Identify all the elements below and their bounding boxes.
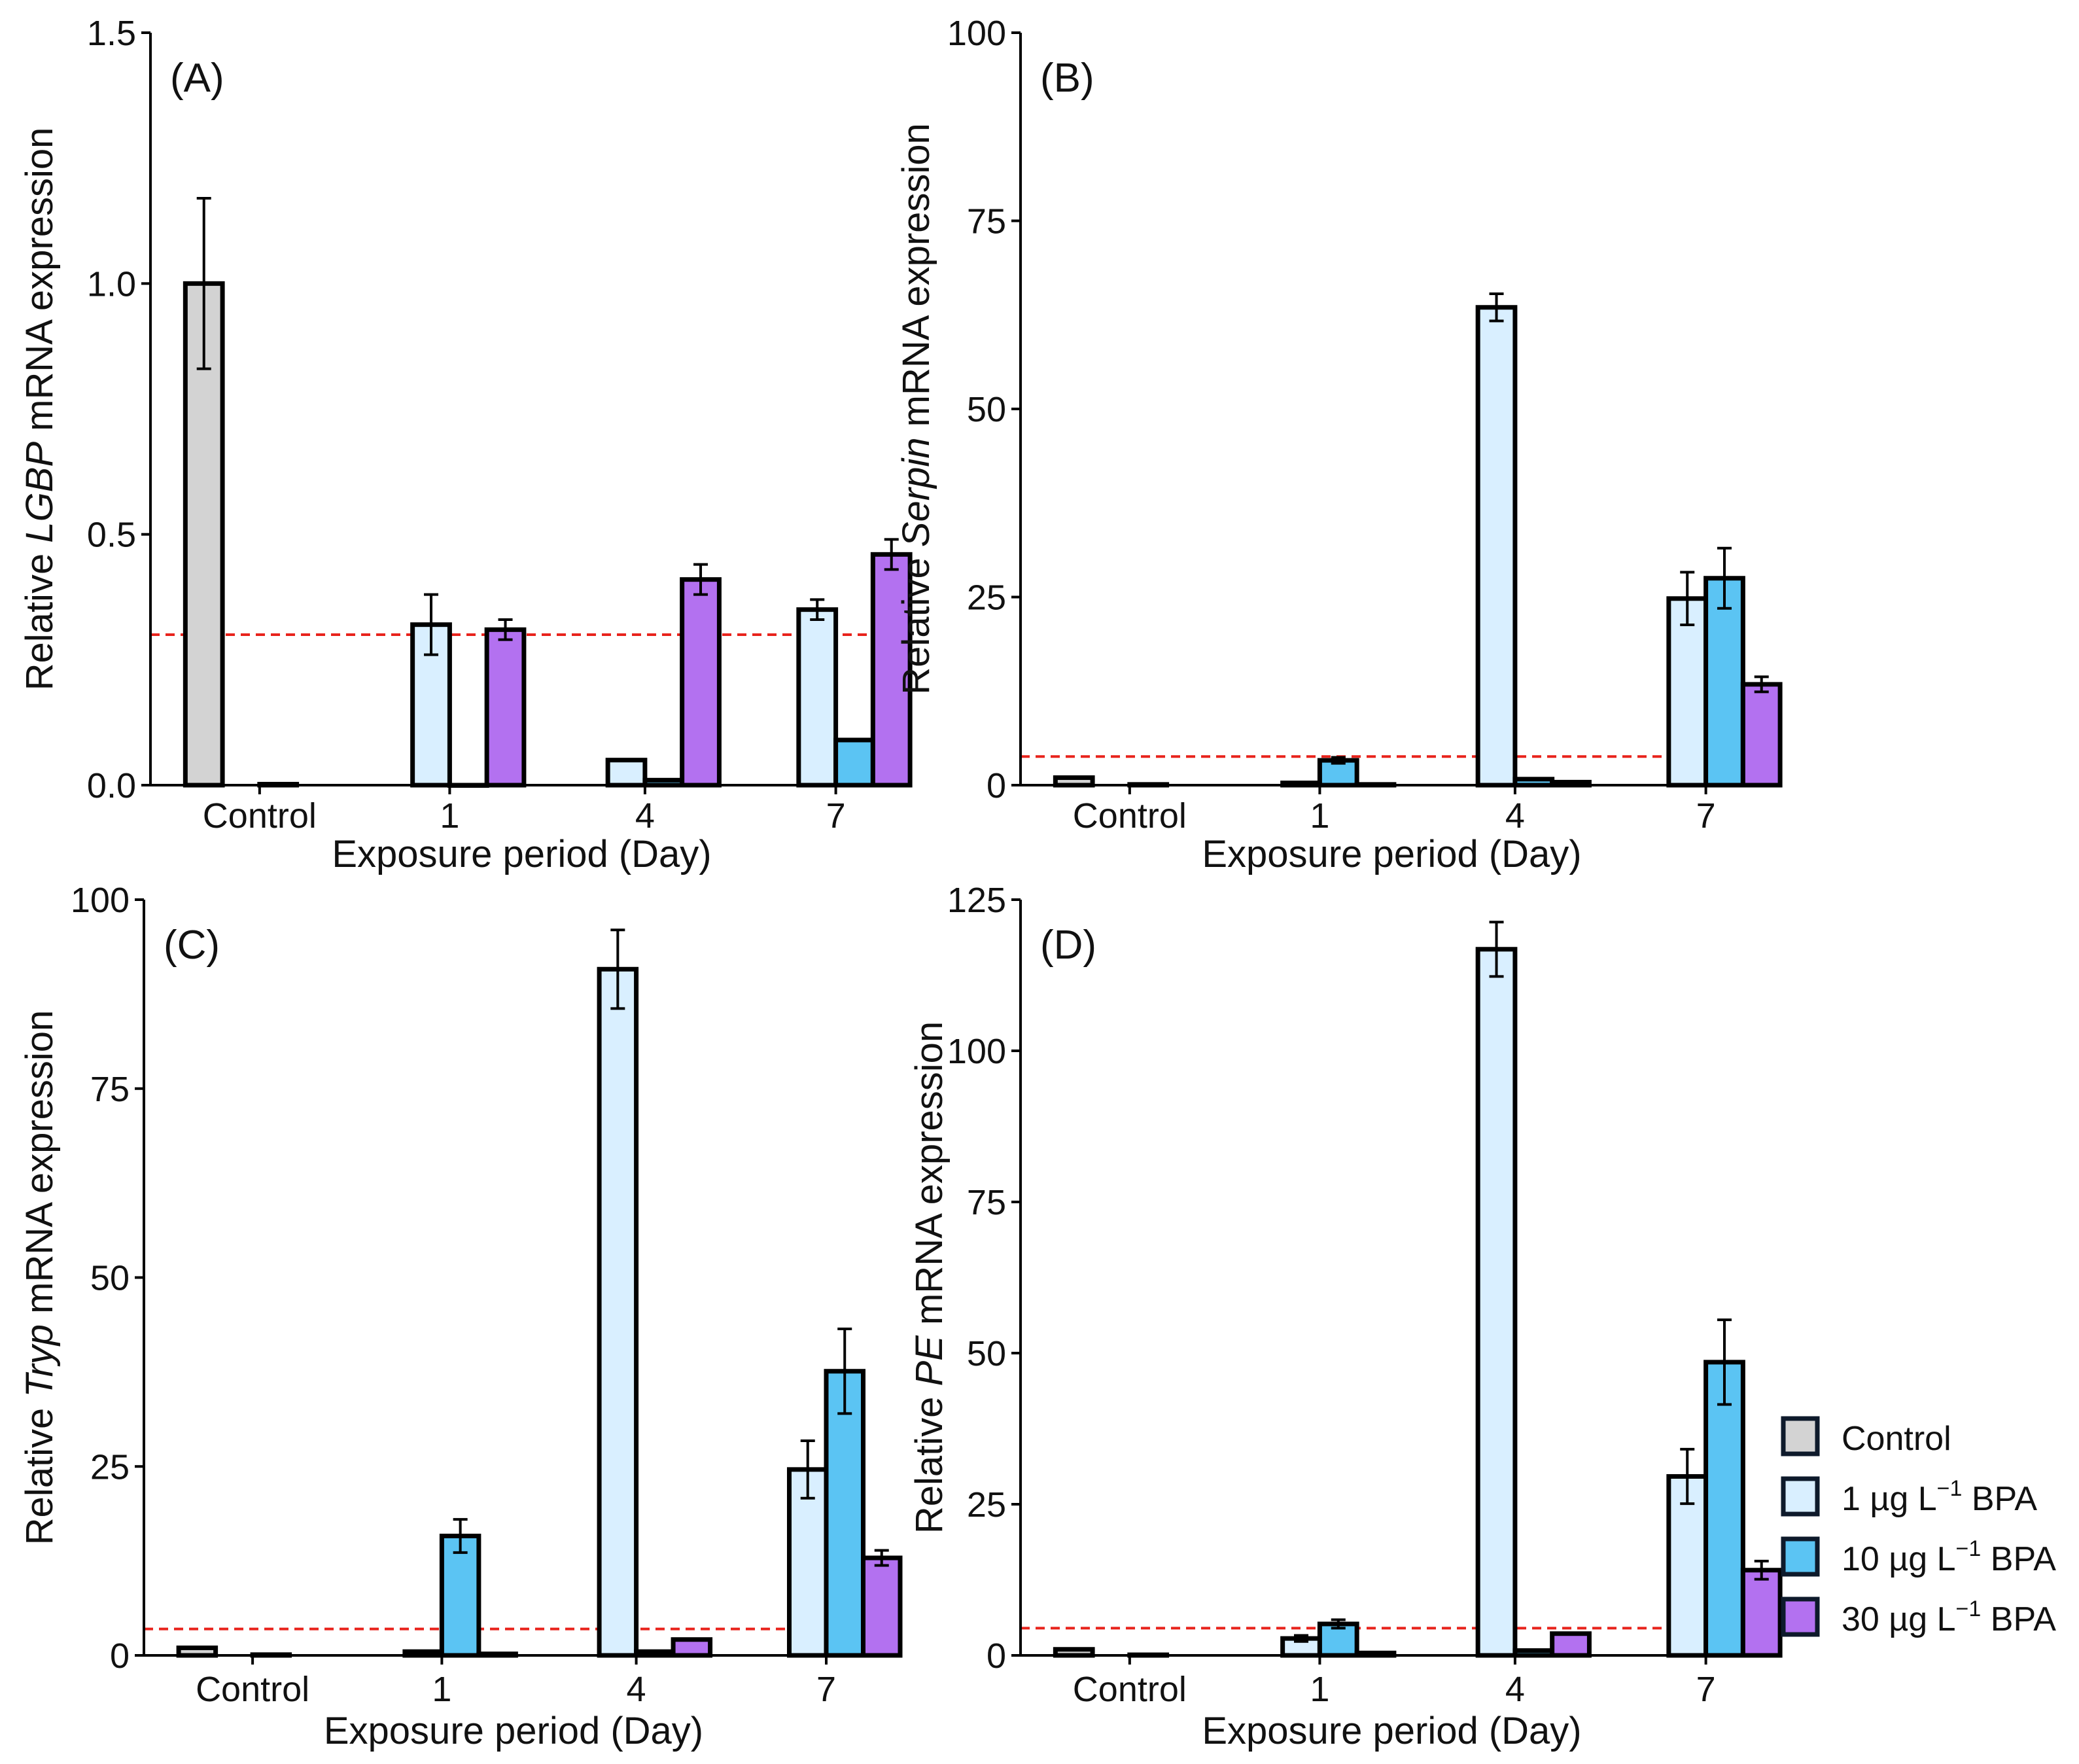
y-axis-label-part: Relative [895,547,937,695]
bar-bpa_1-7 [796,607,839,788]
y-tick-label: 1.0 [87,264,136,304]
y-axis-label: Relative PE mRNA expression [908,1021,951,1534]
y-tick-label: 50 [90,1259,130,1298]
x-tick-label: Control [1073,1670,1187,1709]
x-tick-label: 7 [1696,796,1716,836]
y-axis-label: Relative LGBP mRNA expression [18,128,61,691]
panel-label: (C) [164,923,220,968]
legend-text: Control [1842,1420,1951,1458]
y-tick-label: 100 [71,881,130,920]
y-axis-label-part: Relative [908,1386,951,1534]
bar-bpa_1-4 [1475,305,1518,788]
y-axis-label: Relative Tryp mRNA expression [18,1010,61,1545]
panel-label: (D) [1040,923,1096,968]
y-tick-label: 75 [967,1183,1006,1222]
chart-panel-d: 0 25 50 75 100 125 Control 1 4 7 Exposure period (… [908,881,1783,1752]
y-tick-label: 25 [90,1447,130,1487]
x-tick-label: 4 [627,1670,646,1709]
legend-text: BPA [1981,1540,2056,1578]
y-axis-label-part: Relative [18,1398,61,1545]
y-tick-label: 0.0 [87,766,136,805]
legend-swatch-bpa_10 [1781,1536,1820,1577]
y-axis-label-part: Relative [18,543,61,691]
x-tick-label: 4 [1505,796,1525,836]
y-axis-label-part: Tryp [18,1324,61,1398]
chart-panel-b: 0 25 50 75 100 Control 1 4 7 Exposure period (Day… [895,14,1783,875]
y-axis-label: Relative Serpin mRNA expression [895,123,937,695]
legend-swatch-bpa_1 [1781,1476,1820,1517]
chart-panel-a: 0.0 0.5 1.0 1.5 Control 1 4 7 Exposure period (D… [18,14,913,875]
x-axis-label: Exposure period (Day) [1202,1710,1581,1752]
x-tick-label: 1 [1310,1670,1329,1709]
y-tick-label: 25 [967,1485,1006,1525]
chart-panel-c: 0 25 50 75 100 Control 1 4 7 Exposure period (Day… [18,881,903,1752]
bar-bpa_10-7 [1703,1360,1745,1658]
bar-bpa_1-4 [1475,947,1518,1658]
y-tick-label: 0 [987,1636,1006,1676]
x-tick-label: 4 [635,796,655,836]
bar-bpa_30-4 [1550,1631,1592,1658]
y-axis-label-part: mRNA expression [18,1010,61,1324]
y-axis-label-part: mRNA expression [895,123,937,437]
legend-superscript: −1 [1937,1476,1963,1501]
y-tick-label: 50 [967,390,1006,429]
legend-label-control: Control [1842,1420,1951,1458]
x-tick-label: 7 [816,1670,836,1709]
y-tick-label: 0.5 [87,516,136,555]
legend-label-bpa_1: 1 µg L−1 BPA [1842,1476,2037,1518]
legend-text: 10 µg L [1842,1540,1956,1578]
legend-label-bpa_10: 10 µg L−1 BPA [1842,1536,2056,1578]
y-tick-label: 75 [90,1070,130,1109]
bar-bpa_1-4 [605,758,648,788]
bar-bpa_1-7 [1666,596,1709,788]
bar-bpa_30-1 [484,627,527,788]
y-tick-label: 50 [967,1334,1006,1373]
y-axis-label-part: mRNA expression [908,1021,951,1335]
y-tick-label: 1.5 [87,14,136,53]
x-tick-label: Control [203,796,317,836]
x-tick-label: 1 [432,1670,451,1709]
bar-bpa_1-4 [597,966,639,1658]
legend-superscript: −1 [1956,1596,1982,1621]
legend-swatch-control [1781,1416,1820,1456]
legend-label-bpa_30: 30 µg L−1 BPA [1842,1596,2056,1638]
legend-text: 1 µg L [1842,1480,1937,1518]
x-tick-label: 1 [1310,796,1329,836]
y-tick-label: 25 [967,578,1006,618]
legend-text: 30 µg L [1842,1600,1956,1638]
x-tick-label: 4 [1505,1670,1525,1709]
y-axis-label-part: mRNA expression [18,128,61,442]
y-axis-label-part: Serpin [895,437,937,547]
y-axis-label-part: PE [908,1335,951,1386]
x-tick-label: 7 [1696,1670,1716,1709]
x-axis-label: Exposure period (Day) [324,1710,703,1752]
x-tick-label: 7 [826,796,846,836]
x-tick-label: Control [196,1670,309,1709]
y-tick-label: 0 [987,766,1006,805]
legend-superscript: −1 [1956,1536,1982,1561]
legend-text: BPA [1981,1600,2056,1638]
bar-bpa_30-4 [680,577,722,788]
bar-bpa_30-4 [671,1637,713,1658]
x-axis-label: Exposure period (Day) [1202,833,1581,875]
legend-text: BPA [1962,1480,2037,1518]
bar-bpa_10-7 [833,737,875,788]
x-tick-label: 1 [440,796,459,836]
panel-label: (A) [170,56,224,101]
bar-bpa_30-7 [860,1555,903,1658]
x-tick-label: Control [1073,796,1187,836]
y-tick-label: 100 [947,14,1006,53]
y-tick-label: 75 [967,202,1006,241]
y-tick-label: 0 [110,1636,130,1676]
panel-label: (B) [1040,56,1094,101]
y-tick-label: 125 [947,881,1006,920]
legend-swatch-bpa_30 [1781,1596,1820,1637]
bar-bpa_30-7 [1740,682,1783,788]
y-tick-label: 100 [947,1032,1006,1071]
y-axis-label-part: LGBP [18,442,61,543]
x-axis-label: Exposure period (Day) [332,833,711,875]
bar-bpa_30-7 [1740,1568,1783,1658]
